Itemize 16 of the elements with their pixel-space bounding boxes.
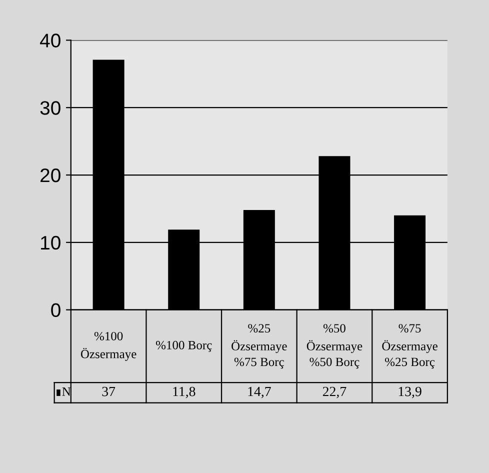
legend-label: N — [62, 388, 71, 396]
data-label: 14,7 — [248, 386, 271, 398]
x-tick-label: %50 Özsermaye %50 Borç — [306, 324, 362, 369]
x-tick-label: %25 Özsermaye %75 Borç — [232, 324, 287, 369]
data-label: 13,9 — [398, 386, 422, 398]
y-tick-label: 10 — [41, 236, 60, 250]
x-tick-label: %75 Özsermaye %25 Borç — [382, 324, 438, 369]
x-tick-label: %100 Borç — [156, 340, 212, 352]
x-tick-label: %100 Özsermaye — [80, 332, 136, 361]
y-tick-label: 30 — [40, 101, 60, 115]
data-label: 11,8 — [173, 386, 196, 398]
y-tick-label: 40 — [40, 34, 60, 48]
data-label: 22,7 — [322, 386, 346, 398]
y-tick-label: 0 — [51, 303, 60, 318]
data-label: 37 — [102, 386, 116, 396]
y-tick-label: 20 — [40, 168, 60, 182]
